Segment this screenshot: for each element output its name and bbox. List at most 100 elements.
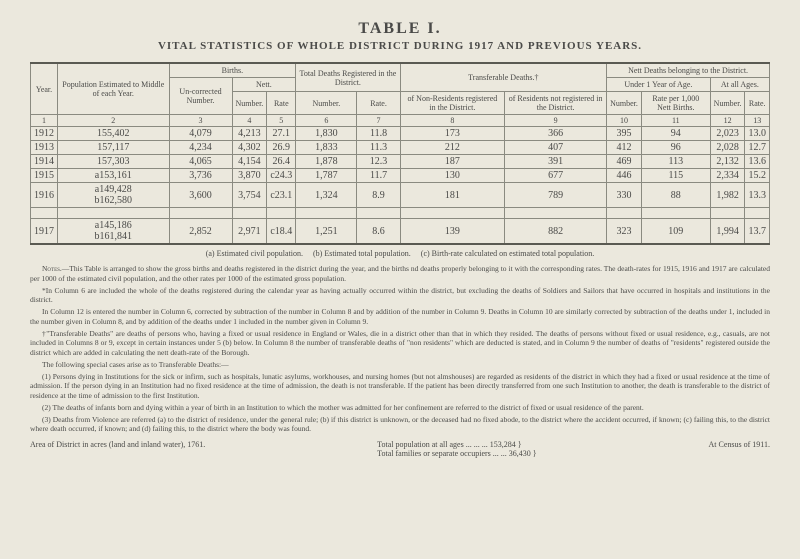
table-cell: 1,324	[296, 183, 357, 208]
table-cell: 1915	[31, 169, 58, 183]
table-cell: c24.3	[267, 169, 296, 183]
table-row: 1917a145,186b161,8412,8522,971c18.41,251…	[31, 219, 770, 245]
table-cell: 8.9	[357, 183, 400, 208]
table-cell: 1917	[31, 219, 58, 245]
table-cell: 155,402	[58, 127, 170, 141]
legend-a: (a) Estimated civil population.	[206, 249, 303, 258]
table-cell: 1,833	[296, 141, 357, 155]
table-cell: 789	[505, 183, 607, 208]
legend-c: (c) Birth-rate calculated on estimated t…	[421, 249, 595, 258]
table-cell: 1,787	[296, 169, 357, 183]
header-nett-number: Number.	[232, 92, 267, 115]
table-cell: 15.2	[745, 169, 770, 183]
table-cell: 8.6	[357, 219, 400, 245]
table-cell: 3,870	[232, 169, 267, 183]
table-cell: 4,154	[232, 155, 267, 169]
table-cell: 407	[505, 141, 607, 155]
table-cell: 1912	[31, 127, 58, 141]
table-cell: 366	[505, 127, 607, 141]
table-cell: 412	[607, 141, 642, 155]
note-6: (1) Persons dying in Institutions for th…	[30, 372, 770, 401]
table-cell: 11.7	[357, 169, 400, 183]
note-7: (2) The deaths of infants born and dying…	[30, 403, 770, 413]
table-cell: 12.7	[745, 141, 770, 155]
table-cell: 4,302	[232, 141, 267, 155]
table-cell: 882	[505, 219, 607, 245]
table-cell: 1,982	[710, 183, 745, 208]
table-cell: 212	[400, 141, 505, 155]
header-all-number: Number.	[710, 92, 745, 115]
table-cell: 13.7	[745, 219, 770, 245]
bottom-info-row: Area of District in acres (land and inla…	[30, 440, 770, 458]
table-cell: 26.4	[267, 155, 296, 169]
table-cell: 2,023	[710, 127, 745, 141]
header-population: Population Estimated to Middle of each Y…	[58, 63, 170, 115]
table-cell: 1,994	[710, 219, 745, 245]
header-nett-rate: Rate	[267, 92, 296, 115]
table-cell: 115	[641, 169, 710, 183]
header-nett-group: Nett.	[232, 78, 296, 92]
table-row: 1912155,4024,0794,21327.11,83011.8173366…	[31, 127, 770, 141]
table-cell: 94	[641, 127, 710, 141]
note-8: (3) Deaths from Violence are referred (a…	[30, 415, 770, 435]
notes-label: Notes.	[42, 264, 62, 273]
table-cell: 4,079	[169, 127, 232, 141]
total-population: Total population at all ages ... ... ...…	[377, 440, 536, 449]
note-4: †"Transferable Deaths" are deaths of per…	[30, 329, 770, 358]
table-cell: 4,213	[232, 127, 267, 141]
table-cell: 113	[641, 155, 710, 169]
table-cell: 1914	[31, 155, 58, 169]
header-all-rate: Rate.	[745, 92, 770, 115]
table-cell: 27.1	[267, 127, 296, 141]
table-cell: 3,600	[169, 183, 232, 208]
table-cell: 2,852	[169, 219, 232, 245]
table-cell: 13.0	[745, 127, 770, 141]
table-cell: 109	[641, 219, 710, 245]
table-cell: 1,251	[296, 219, 357, 245]
table-cell: 2,132	[710, 155, 745, 169]
table-cell: 139	[400, 219, 505, 245]
header-residents-not: of Residents not registered in the Distr…	[505, 92, 607, 115]
table-cell: 130	[400, 169, 505, 183]
table-subtitle: VITAL STATISTICS OF WHOLE DISTRICT DURIN…	[30, 40, 770, 52]
table-cell: 3,754	[232, 183, 267, 208]
note-5: The following special cases arise as to …	[30, 360, 770, 370]
table-cell: 96	[641, 141, 710, 155]
table-cell: 26.9	[267, 141, 296, 155]
legend-row: (a) Estimated civil population. (b) Esti…	[30, 249, 770, 258]
legend-b: (b) Estimated total population.	[313, 249, 411, 258]
table-row: 1913157,1174,2344,30226.91,83311.3212407…	[31, 141, 770, 155]
table-cell: 88	[641, 183, 710, 208]
footnotes-block: Notes.—This Table is arranged to show th…	[30, 264, 770, 434]
total-families: Total families or separate occupiers ...…	[377, 449, 536, 458]
table-cell: 11.3	[357, 141, 400, 155]
header-u1-rate: Rate per 1,000 Nett Births.	[641, 92, 710, 115]
table-cell: 446	[607, 169, 642, 183]
table-cell: 677	[505, 169, 607, 183]
table-cell: 173	[400, 127, 505, 141]
table-cell: a153,161	[58, 169, 170, 183]
table-cell: 2,028	[710, 141, 745, 155]
table-cell: c23.1	[267, 183, 296, 208]
header-nonresidents: of Non-Residents registered in the Distr…	[400, 92, 505, 115]
table-cell: 391	[505, 155, 607, 169]
header-allages: At all Ages.	[710, 78, 769, 92]
table-cell: 330	[607, 183, 642, 208]
table-cell: 469	[607, 155, 642, 169]
table-cell: 4,234	[169, 141, 232, 155]
table-cell: 157,117	[58, 141, 170, 155]
header-under1: Under 1 Year of Age.	[607, 78, 711, 92]
note-2: *In Column 6 are included the whole of t…	[30, 286, 770, 306]
table-cell: a149,428b162,580	[58, 183, 170, 208]
table-cell: 3,736	[169, 169, 232, 183]
table-cell: 1913	[31, 141, 58, 155]
note-1: —This Table is arranged to show the gros…	[30, 264, 770, 283]
table-cell: 13.3	[745, 183, 770, 208]
header-td-number: Number.	[296, 92, 357, 115]
table-cell: c18.4	[267, 219, 296, 245]
table-title: TABLE I.	[30, 20, 770, 38]
table-cell: 1,830	[296, 127, 357, 141]
table-cell: 395	[607, 127, 642, 141]
header-td-rate: Rate.	[357, 92, 400, 115]
table-cell: a145,186b161,841	[58, 219, 170, 245]
